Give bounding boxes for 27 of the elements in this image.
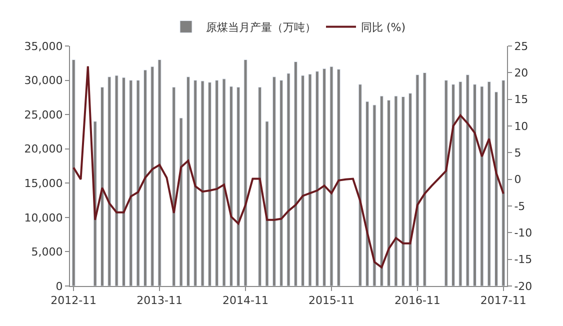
y2-tick-label: 10 [514,120,528,133]
x-tick-label: 2013-11 [136,294,183,308]
y-tick-label: 0 [56,280,63,293]
y2-tick-label: -15 [514,253,532,266]
y2-tick-label: 0 [514,173,522,186]
y2-tick-label: -10 [514,226,532,240]
line-series [72,65,504,268]
x-tick-label: 2015-11 [308,294,354,308]
x-tick-label: 2012-11 [50,294,97,308]
x-tick-label: 2017-11 [480,294,526,308]
y-tick-label: 5,000 [31,246,63,259]
y2-tick-label: -5 [514,200,526,213]
y-tick-label: 10,000 [24,211,63,224]
y2-tick-label: 15 [514,93,528,106]
y2-tick-label: 25 [514,40,528,53]
y2-tick-label: 5 [514,146,522,160]
x-tick-label: 2016-11 [394,294,440,308]
y-tick-label: 25,000 [24,108,63,122]
legend-label: 同比 (%) [361,20,406,34]
y2-tick-label: -20 [514,280,532,293]
legend-label: 原煤当月产量（万吨） [206,20,316,34]
y-tick-label: 20,000 [24,142,63,156]
y-tick-label: 15,000 [24,176,63,190]
y2-tick-label: 20 [514,66,528,80]
y-tick-label: 35,000 [24,40,63,53]
y-tick-label: 30,000 [24,74,63,88]
x-tick-label: 2014-11 [222,294,269,308]
